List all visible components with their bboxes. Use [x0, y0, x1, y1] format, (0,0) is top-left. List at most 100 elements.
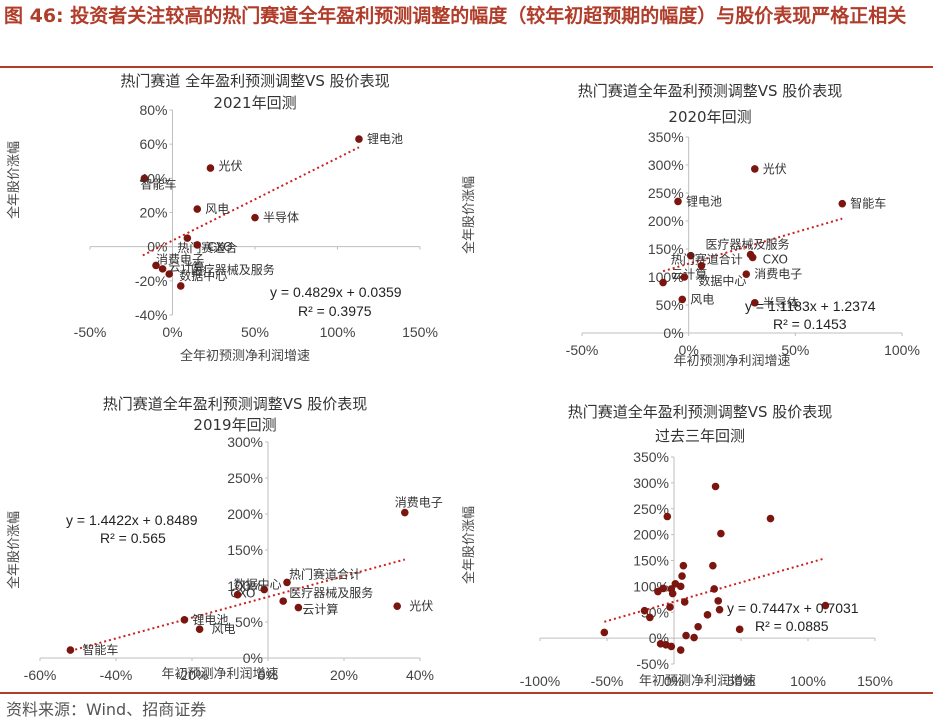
point-label: 消费电子 [156, 252, 204, 266]
data-point [355, 135, 363, 143]
point-label: 云计算 [302, 602, 338, 617]
y-tick-label: 300% [648, 157, 684, 173]
point-label: 热门赛道合计 [289, 566, 361, 581]
data-point [600, 628, 609, 637]
data-point [821, 601, 830, 610]
y-tick-label: 50% [656, 297, 684, 313]
data-point [676, 582, 685, 591]
data-point [206, 164, 215, 172]
data-point [152, 261, 160, 270]
title-rule [0, 66, 933, 68]
data-point [680, 598, 689, 606]
y-tick-label: 50% [235, 614, 263, 630]
data-point [233, 590, 242, 599]
x-tick-label: 50% [781, 342, 809, 358]
chart-subtitle: 2019年回测 [193, 416, 276, 434]
y-tick-label: 200% [648, 213, 684, 229]
figure-title: 图 46: 投资者关注较高的热门赛道全年盈利预测调整的幅度（较年初超预期的幅度）… [4, 5, 907, 27]
data-point [140, 174, 149, 183]
trend-line [662, 217, 843, 273]
data-point [682, 631, 690, 640]
data-point [735, 625, 744, 634]
data-point [66, 646, 75, 654]
data-point [710, 585, 718, 593]
x-tick-label: 50% [727, 673, 755, 689]
data-point [659, 278, 667, 287]
y-axis-label: 全年股价涨幅 [461, 176, 477, 254]
y-tick-label: 20% [139, 205, 167, 221]
point-label: 风电 [690, 292, 714, 306]
x-axis-label: 年初预测净利润增速 [673, 354, 790, 369]
point-label: 半导体 [263, 211, 299, 225]
point-label: CXO [763, 252, 788, 266]
y-tick-label: 0% [663, 325, 683, 341]
x-axis-label: 年初预测净利润增速 [161, 667, 278, 682]
x-tick-label: 40% [406, 667, 434, 683]
data-point [663, 512, 672, 521]
data-point [679, 561, 688, 570]
point-label: 智能车 [82, 642, 118, 657]
y-tick-label: 200% [227, 506, 263, 522]
trend-r-squared: R² = 0.1453 [773, 316, 847, 332]
point-label: 风电 [205, 202, 229, 216]
data-point [654, 587, 662, 596]
x-tick-label: -50% [566, 342, 599, 358]
point-label: 消费电子 [395, 496, 443, 510]
x-tick-label: 0% [258, 667, 278, 683]
y-tick-label: 350% [633, 449, 669, 465]
trend-r-squared: R² = 0.0885 [755, 618, 829, 634]
point-label: 热门赛道合计 [671, 252, 743, 267]
point-label: CXO [207, 240, 232, 254]
trend-equation: y = 1.4422x + 0.8489 [66, 512, 198, 528]
data-point [165, 270, 173, 278]
x-tick-label: 150% [402, 324, 438, 340]
y-tick-label: 300% [633, 475, 669, 491]
point-label: 智能车 [850, 196, 886, 211]
x-tick-label: 0% [664, 673, 684, 689]
chart-subtitle: 过去三年回测 [655, 427, 745, 445]
x-tick-label: 0% [679, 342, 699, 358]
chart-subtitle: 2020年回测 [668, 108, 751, 126]
y-tick-label: -50% [636, 656, 669, 672]
x-tick-label: -60% [24, 667, 57, 683]
y-tick-label: 200% [633, 527, 669, 543]
x-tick-label: -50% [591, 673, 624, 689]
scatter-chart-2021: 热门赛道 全年盈利预测调整VS 股价表现 2021年回测 -40% -20% 0% 20%… [6, 72, 438, 364]
data-point [676, 646, 685, 654]
y-axis-label: 全年股价涨幅 [6, 511, 22, 589]
x-tick-label: -100% [520, 673, 560, 689]
data-point [393, 602, 402, 610]
point-label: 半导体 [763, 296, 799, 310]
y-tick-label: 60% [139, 136, 167, 152]
y-axis-label: 全年股价涨幅 [461, 506, 477, 584]
data-point [748, 253, 757, 262]
trend-equation: y = 0.4829x + 0.0359 [270, 284, 402, 300]
data-point [401, 508, 409, 517]
data-point [251, 213, 259, 222]
y-tick-label: 250% [633, 501, 669, 517]
data-point [260, 585, 269, 594]
y-tick-label: 350% [648, 129, 684, 145]
trend-r-squared: R² = 0.3975 [298, 303, 372, 319]
point-label: 数据中心 [234, 577, 282, 592]
chart-subtitle: 2021年回测 [213, 94, 296, 112]
data-point [180, 616, 189, 624]
y-tick-label: 150% [648, 241, 684, 257]
data-point [709, 561, 717, 570]
point-label: 云计算 [169, 259, 205, 274]
x-tick-label: 100% [884, 342, 920, 358]
data-point [711, 482, 720, 491]
data-point [766, 514, 775, 523]
data-point [195, 625, 204, 633]
scatter-chart-three-year: 热门赛道全年盈利预测调整VS 股价表现过去三年回测-50%0%50%100%15… [461, 403, 893, 689]
x-tick-label: 100% [790, 673, 826, 689]
chart-title: 热门赛道全年盈利预测调整VS 股价表现 [103, 395, 368, 413]
y-tick-label: 250% [227, 470, 263, 486]
y-tick-label: 150% [227, 542, 263, 558]
y-tick-label: 80% [139, 102, 167, 118]
data-point [193, 241, 202, 249]
data-point [680, 273, 689, 281]
data-point [640, 606, 649, 615]
data-point [678, 572, 686, 580]
data-point [176, 282, 185, 290]
